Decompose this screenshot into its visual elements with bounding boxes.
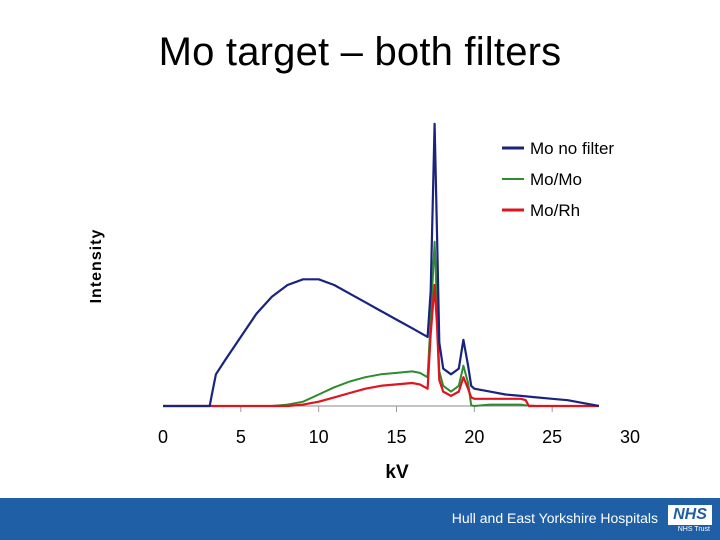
- x-tick-label: 25: [542, 427, 562, 447]
- nhs-logo: NHS: [668, 505, 712, 525]
- legend-label: Mo/Mo: [530, 170, 582, 189]
- nhs-trust-label: NHS Trust: [677, 526, 710, 533]
- y-axis-label: Intensity: [88, 229, 105, 304]
- x-tick-label: 15: [386, 427, 406, 447]
- series-line-mo-mo: [163, 240, 599, 407]
- series-line-mo-no-filter: [163, 122, 600, 408]
- x-tick-label: 5: [236, 427, 246, 447]
- legend: Mo no filter Mo/Mo Mo/Rh: [502, 139, 614, 220]
- footer-bar: Hull and East Yorkshire Hospitals NHS NH…: [0, 498, 720, 540]
- slide-title: Mo target – both filters: [158, 30, 562, 74]
- x-tick-label: 0: [158, 427, 168, 447]
- series-layer: [163, 122, 600, 408]
- organisation-name: Hull and East Yorkshire Hospitals: [451, 510, 658, 526]
- axes-layer: 0 5 10 15 20 25 30: [158, 405, 640, 447]
- legend-label: Mo no filter: [530, 139, 614, 158]
- x-tick-label: 10: [309, 427, 329, 447]
- spectrum-chart: 0 5 10 15 20 25 30 Mo no filter Mo/Mo Mo/Rh Inte…: [88, 122, 640, 483]
- series-line-mo-rh: [163, 283, 599, 408]
- x-tick-label: 20: [464, 427, 484, 447]
- x-tick-label: 30: [620, 427, 640, 447]
- legend-label: Mo/Rh: [530, 201, 580, 220]
- x-axis-label: kV: [385, 462, 409, 483]
